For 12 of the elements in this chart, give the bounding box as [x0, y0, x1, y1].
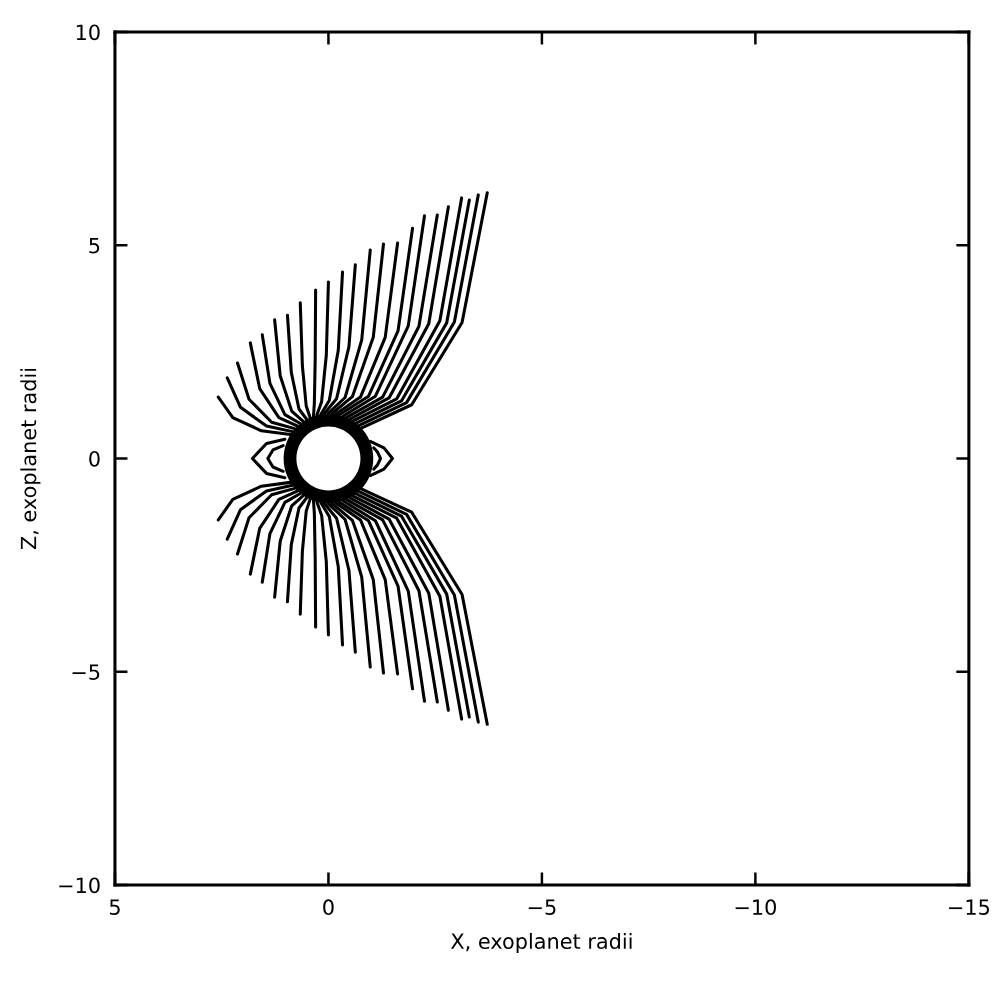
- y-tick-label: 5: [89, 237, 100, 254]
- y-tick-label: −10: [59, 877, 100, 894]
- x-tick-label: 5: [109, 899, 120, 916]
- x-axis-title: X, exoplanet radii: [450, 932, 632, 954]
- x-tick-label: 0: [323, 899, 334, 916]
- x-tick-label: −15: [949, 899, 990, 916]
- x-tick-label: −10: [735, 899, 776, 916]
- y-axis-title: Z, exoplanet radii: [20, 368, 41, 550]
- y-tick-label: 10: [76, 24, 100, 41]
- x-tick-label: −5: [528, 899, 556, 916]
- y-tick-label: −5: [72, 664, 100, 680]
- y-tick-label: 0: [89, 450, 100, 467]
